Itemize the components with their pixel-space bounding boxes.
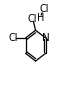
Text: Cl: Cl — [39, 4, 49, 14]
Text: H: H — [37, 13, 44, 23]
Text: N: N — [42, 33, 49, 43]
Text: Cl: Cl — [28, 14, 37, 24]
Text: Cl: Cl — [8, 33, 18, 43]
